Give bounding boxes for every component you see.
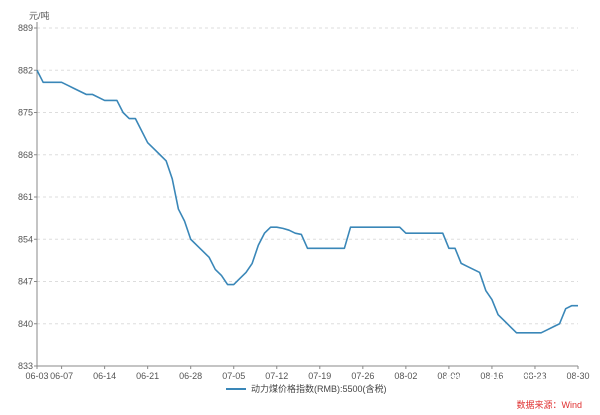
x-tick-label: 06-14 [93, 371, 116, 381]
y-tick-label: 882 [18, 65, 33, 75]
y-tick-label: 840 [18, 319, 33, 329]
y-tick-label: 875 [18, 108, 33, 118]
x-tick-label: 06-21 [136, 371, 159, 381]
x-tick-label: 06-28 [179, 371, 202, 381]
y-tick-label: 854 [18, 234, 33, 244]
x-tick-label: 07-05 [222, 371, 245, 381]
y-axis-unit-label: 元/吨 [29, 10, 50, 21]
legend-label: 动力煤价格指数(RMB):5500(含税) [251, 383, 387, 394]
y-tick-label: 833 [18, 361, 33, 371]
x-tick-label: 07-19 [308, 371, 331, 381]
series-line [36, 69, 578, 334]
x-tick-label: 07-26 [351, 371, 374, 381]
x-tick-label: 08-02 [394, 371, 417, 381]
grid-lines [37, 27, 578, 325]
y-tick-label: 847 [18, 277, 33, 287]
legend: 动力煤价格指数(RMB):5500(含税) [226, 383, 387, 394]
y-tick-label: 868 [18, 150, 33, 160]
axes [36, 22, 578, 367]
x-tick-label: 08-16 [480, 371, 503, 381]
watermark: 知乎 @疯狂大原人 [444, 373, 585, 392]
y-tick-label: 861 [18, 192, 33, 202]
x-tick-label: 07-12 [265, 371, 288, 381]
x-tick-label: 08-30 [566, 371, 589, 381]
x-tick-label: 08-09 [437, 371, 460, 381]
x-tick-label: 08-23 [523, 371, 546, 381]
data-source-label: 数据来源：Wind [516, 399, 582, 410]
x-tick-label: 06-07 [50, 371, 73, 381]
y-axis-ticks: 833 840 847 854 861 868 875 882 889 [18, 23, 37, 371]
y-tick-label: 889 [18, 23, 33, 33]
x-axis-ticks: 06-03 06-07 06-14 06-21 06-28 07-05 07-12 07-19… [25, 366, 590, 381]
x-tick-label: 06-03 [25, 371, 48, 381]
plot-area [36, 69, 578, 334]
